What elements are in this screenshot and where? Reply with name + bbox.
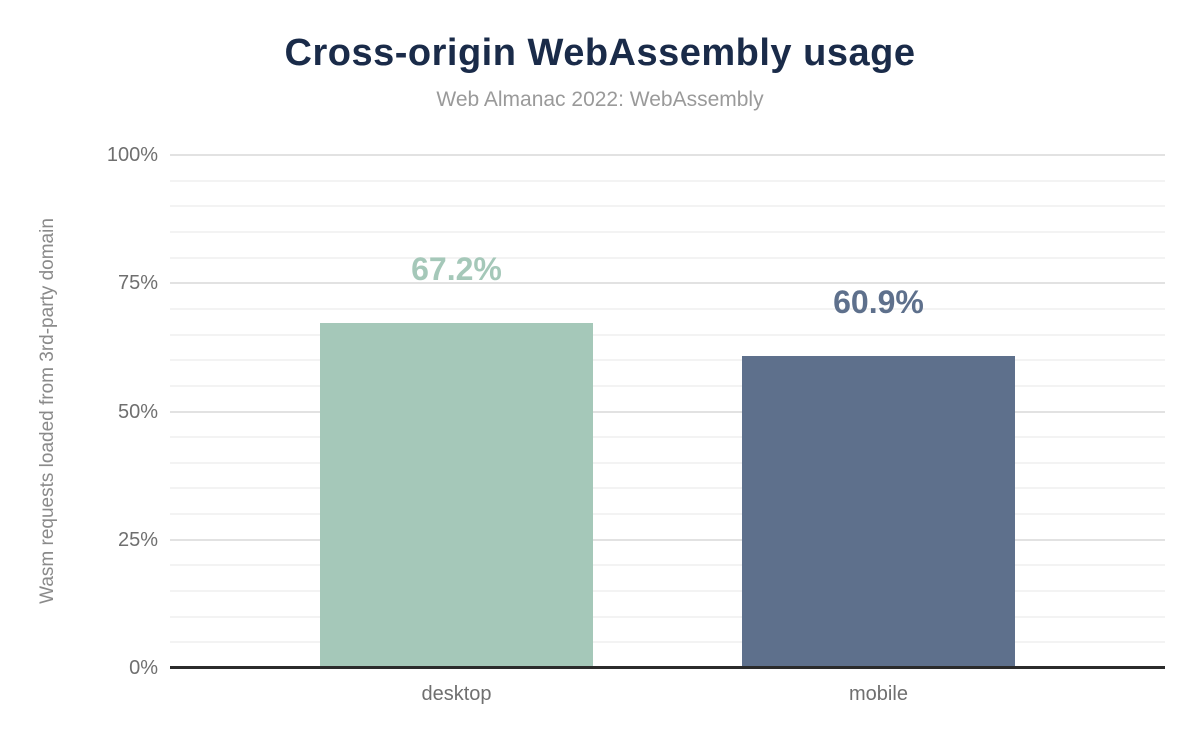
y-tick-label: 0% <box>129 657 158 679</box>
bar-value-label-mobile: 60.9% <box>833 283 924 320</box>
grid-line-minor <box>170 615 1165 618</box>
x-category-label-desktop: desktop <box>421 683 492 705</box>
grid-line-minor <box>170 436 1165 439</box>
chart-subtitle: Web Almanac 2022: WebAssembly <box>436 88 764 111</box>
x-axis-line <box>170 666 1165 669</box>
bar-mobile <box>741 355 1015 668</box>
grid-line-minor <box>170 487 1165 490</box>
grid-line-minor <box>170 205 1165 208</box>
grid-line-minor <box>170 256 1165 259</box>
plot-area: 67.2% desktop 60.9% mobile <box>170 154 1165 705</box>
bar-desktop <box>319 323 593 668</box>
grid-line-major <box>170 538 1165 541</box>
y-tick-label: 50% <box>117 400 158 423</box>
grid-line-minor <box>170 333 1165 336</box>
grid-line-minor <box>170 564 1165 567</box>
y-axis-ticks: 0% 25% 50% 75% 100% <box>0 145 158 678</box>
y-tick-label: 75% <box>117 272 158 295</box>
grid-line-minor <box>170 513 1165 516</box>
bar-value-label-desktop: 67.2% <box>411 251 502 288</box>
grid-line-major <box>170 282 1165 285</box>
grid-line-minor <box>170 179 1165 182</box>
y-tick-label: 100% <box>106 144 158 166</box>
grid-line-minor <box>170 641 1165 644</box>
grid-line-minor <box>170 461 1165 464</box>
grid-line-major <box>170 154 1165 156</box>
grid-line-minor <box>170 359 1165 362</box>
y-tick-label: 25% <box>117 528 158 551</box>
grid-line-minor <box>170 230 1165 233</box>
chart-title: Cross-origin WebAssembly usage <box>284 32 916 74</box>
grid-line-minor <box>170 307 1165 310</box>
grid-line-minor <box>170 384 1165 387</box>
x-category-label-mobile: mobile <box>849 683 908 705</box>
grid-line-minor <box>170 590 1165 593</box>
grid-line-major <box>170 410 1165 413</box>
